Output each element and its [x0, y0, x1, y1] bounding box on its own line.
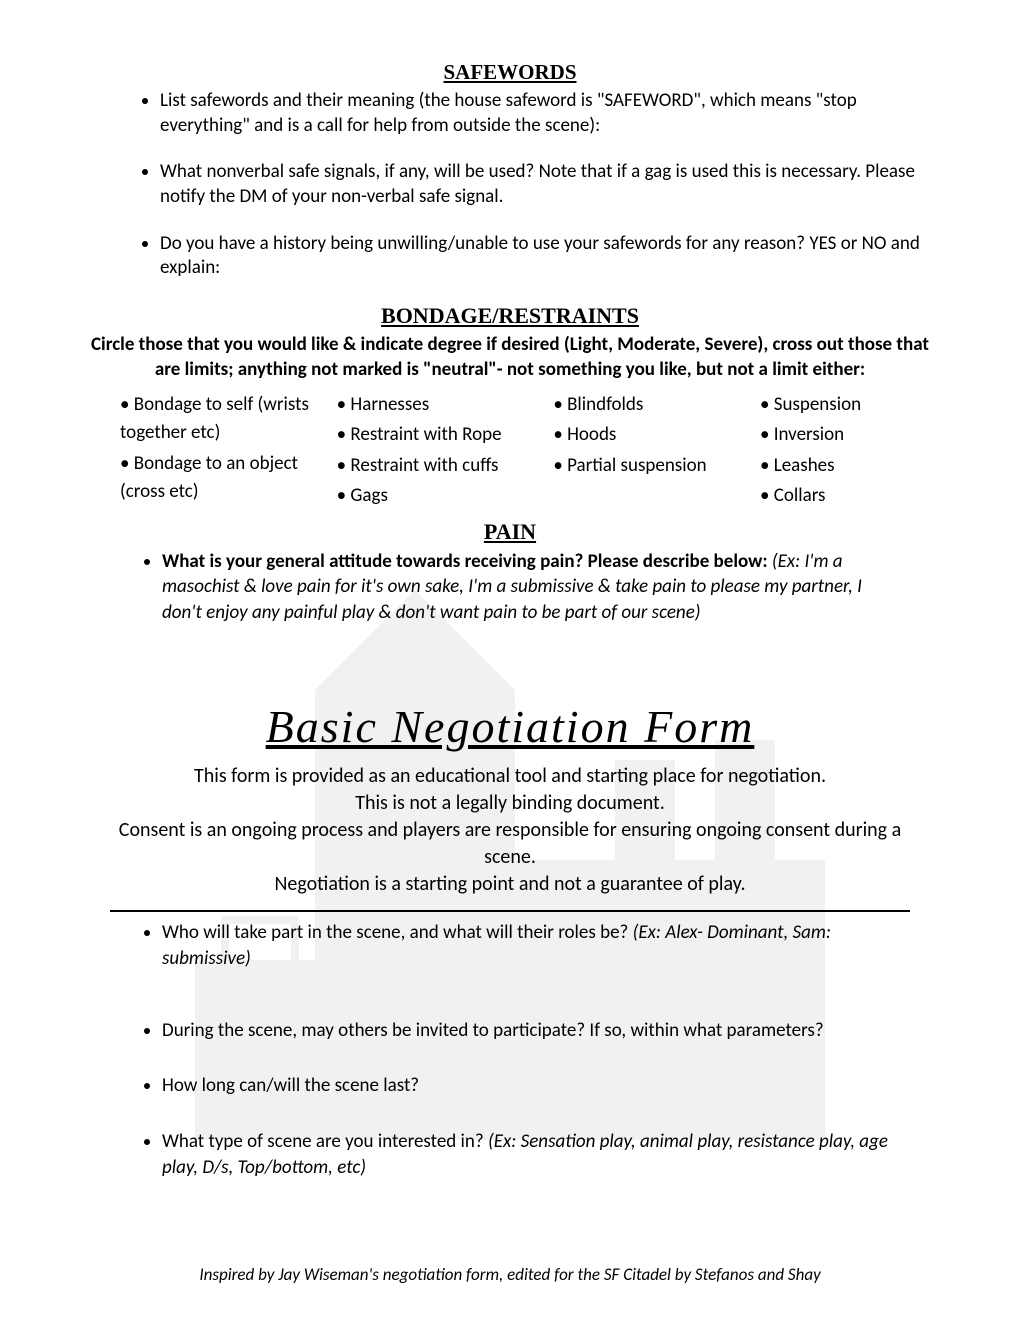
- bondage-heading: BONDAGE/RESTRAINTS: [90, 303, 930, 329]
- pain-question-bold: What is your general attitude towards re…: [162, 550, 772, 573]
- bondage-option: • Inversion: [760, 421, 920, 450]
- footer-credit: Inspired by Jay Wiseman's negotiation fo…: [0, 1264, 1020, 1285]
- question-text: How long can/will the scene last?: [162, 1074, 419, 1097]
- divider-line: [110, 910, 910, 912]
- bondage-option: • Gags: [337, 482, 537, 511]
- bondage-col-2: • Harnesses • Restraint with Rope • Rest…: [337, 391, 537, 513]
- safewords-item: List safewords and their meaning (the ho…: [160, 89, 930, 138]
- pain-list: What is your general attitude towards re…: [90, 549, 930, 626]
- bondage-option: • Blindfolds: [553, 391, 743, 420]
- question-item: During the scene, may others be invited …: [162, 1018, 900, 1044]
- question-text: What type of scene are you interested in…: [162, 1130, 488, 1153]
- intro-line: This is not a legally binding document.: [355, 791, 665, 815]
- bondage-option: • Bondage to an object (cross etc): [120, 450, 320, 507]
- bondage-option: • Bondage to self (wrists together etc): [120, 391, 320, 448]
- intro-line: This form is provided as an educational …: [194, 764, 826, 788]
- question-item: How long can/will the scene last?: [162, 1073, 900, 1099]
- main-title: Basic Negotiation Form: [90, 700, 930, 753]
- question-text: Who will take part in the scene, and wha…: [162, 921, 633, 944]
- bondage-col-1: • Bondage to self (wrists together etc) …: [120, 391, 320, 513]
- bondage-instruction: Circle those that you would like & indic…: [90, 333, 930, 382]
- safewords-item: What nonverbal safe signals, if any, wil…: [160, 160, 930, 209]
- safewords-heading: SAFEWORDS: [90, 60, 930, 85]
- pain-heading: PAIN: [90, 519, 930, 545]
- bondage-option: • Leashes: [760, 452, 920, 481]
- bondage-option: • Collars: [760, 482, 920, 511]
- bondage-option: • Hoods: [553, 421, 743, 450]
- questions-list: Who will take part in the scene, and wha…: [90, 920, 930, 1180]
- intro-text: This form is provided as an educational …: [90, 763, 930, 898]
- bondage-col-3: • Blindfolds • Hoods • Partial suspensio…: [553, 391, 743, 513]
- intro-line: Consent is an ongoing process and player…: [119, 818, 901, 869]
- bondage-option: • Harnesses: [337, 391, 537, 420]
- pain-question: What is your general attitude towards re…: [162, 549, 900, 626]
- bondage-option: • Restraint with Rope: [337, 421, 537, 450]
- safewords-item: Do you have a history being unwilling/un…: [160, 232, 930, 281]
- bondage-col-4: • Suspension • Inversion • Leashes • Col…: [760, 391, 920, 513]
- intro-line: Negotiation is a starting point and not …: [275, 872, 746, 896]
- safewords-list: List safewords and their meaning (the ho…: [90, 89, 930, 281]
- bondage-option: • Restraint with cuffs: [337, 452, 537, 481]
- question-item: What type of scene are you interested in…: [162, 1129, 900, 1180]
- bondage-option: • Suspension: [760, 391, 920, 420]
- question-text: During the scene, may others be invited …: [162, 1019, 824, 1042]
- bondage-option: • Partial suspension: [553, 452, 743, 481]
- question-item: Who will take part in the scene, and wha…: [162, 920, 900, 971]
- bondage-columns: • Bondage to self (wrists together etc) …: [90, 391, 930, 513]
